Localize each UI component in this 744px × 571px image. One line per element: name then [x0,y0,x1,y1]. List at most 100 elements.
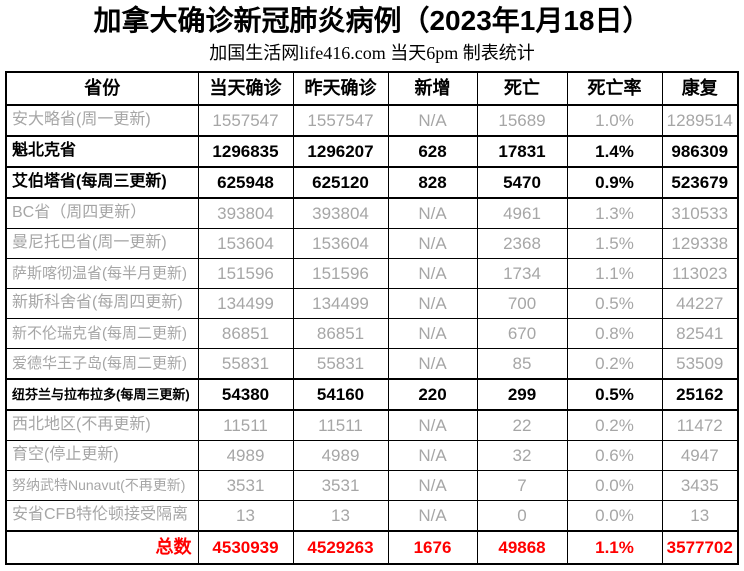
table-row-12: 育空(停止更新) 4989 4989 N/A 32 0.6% 4947 [5,440,739,471]
recovered-cell: 44227 [661,288,739,319]
recovered-cell: 25162 [661,378,739,411]
province-cell: 魁北克省 [5,135,199,168]
table-row-1: 安大略省(周一更新) 1557547 1557547 N/A 15689 1.0% 1289… [5,104,739,137]
recovered-cell: 129338 [661,228,739,259]
recovered-cell: 310533 [661,197,739,229]
today-cell: 1296835 [197,135,294,168]
new-cell: N/A [387,348,478,380]
recovered-cell: 11472 [661,409,739,441]
province-cell: BC省（周四更新） [5,197,199,229]
yesterday-cell: 3531 [292,470,389,501]
death_rate-cell: 1.4% [566,135,663,168]
yesterday-cell: 1296207 [292,135,389,168]
yesterday-cell: 151596 [292,258,389,289]
recovered-cell: 53509 [661,348,739,380]
province-cell: 曼尼托巴省(周一更新) [5,228,199,259]
table-row-4: BC省（周四更新） 393804 393804 N/A 4961 1.3% 310533 [5,197,739,229]
table-body: 安大略省(周一更新) 1557547 1557547 N/A 15689 1.0% 1289… [5,104,739,565]
today-cell: 11511 [197,409,294,441]
deaths-cell: 17831 [476,135,568,168]
yesterday-cell: 54160 [292,378,389,411]
province-cell: 育空(停止更新) [5,440,199,471]
recovered-cell: 3435 [661,470,739,501]
province-cell: 爱德华王子岛(每周二更新) [5,348,199,380]
death_rate-cell: 0.0% [566,500,663,532]
death_rate-cell: 1.5% [566,228,663,259]
today-cell: 13 [197,500,294,532]
deaths-cell: 7 [476,470,568,501]
province-cell: 努纳武特Nunavut(不再更新) [5,470,199,501]
new-cell: 1676 [387,530,478,565]
yesterday-cell: 4989 [292,440,389,471]
column-header: 死亡率 [566,71,663,106]
deaths-cell: 299 [476,378,568,411]
today-cell: 3531 [197,470,294,501]
covid-stats-table: 省份 当天确诊 昨天确诊 新增 死亡 死亡率 康复 安大略省(周一更新) 1557547 155… [5,71,739,565]
death_rate-cell: 0.8% [566,318,663,349]
province-cell: 纽芬兰与拉布拉多(每周三更新) [5,378,199,411]
table-row-8: 新不伦瑞克省(每周二更新) 86851 86851 N/A 670 0.8% 82541 [5,318,739,349]
today-cell: 55831 [197,348,294,380]
column-header: 当天确诊 [197,71,294,106]
deaths-cell: 700 [476,288,568,319]
recovered-cell: 82541 [661,318,739,349]
recovered-cell: 986309 [661,135,739,168]
recovered-cell: 4947 [661,440,739,471]
table-row-2: 魁北克省 1296835 1296207 628 17831 1.4% 986309 [5,135,739,168]
deaths-cell: 85 [476,348,568,380]
table-row-14: 安省CFB特伦顿接受隔离 13 13 N/A 0 0.0% 13 [5,500,739,532]
new-cell: 220 [387,378,478,411]
province-cell: 萨斯喀彻温省(每半月更新) [5,258,199,289]
today-cell: 134499 [197,288,294,319]
death_rate-cell: 1.0% [566,104,663,137]
table-row-7: 新斯科舍省(每周四更新) 134499 134499 N/A 700 0.5% 44227 [5,288,739,319]
province-cell: 新不伦瑞克省(每周二更新) [5,318,199,349]
death_rate-cell: 0.5% [566,288,663,319]
yesterday-cell: 11511 [292,409,389,441]
column-header: 省份 [5,71,199,106]
deaths-cell: 49868 [476,530,568,565]
deaths-cell: 5470 [476,166,568,199]
yesterday-cell: 86851 [292,318,389,349]
new-cell: N/A [387,318,478,349]
new-cell: N/A [387,228,478,259]
yesterday-cell: 134499 [292,288,389,319]
recovered-cell: 1289514 [661,104,739,137]
deaths-cell: 2368 [476,228,568,259]
province-cell: 新斯科舍省(每周四更新) [5,288,199,319]
new-cell: N/A [387,197,478,229]
new-cell: N/A [387,409,478,441]
deaths-cell: 1734 [476,258,568,289]
death_rate-cell: 0.2% [566,348,663,380]
table-row-6: 萨斯喀彻温省(每半月更新) 151596 151596 N/A 1734 1.1% 1130… [5,258,739,289]
death_rate-cell: 1.1% [566,530,663,565]
yesterday-cell: 393804 [292,197,389,229]
province-cell: 安省CFB特伦顿接受隔离 [5,500,199,532]
today-cell: 1557547 [197,104,294,137]
column-header: 死亡 [476,71,568,106]
death_rate-cell: 0.9% [566,166,663,199]
table-row-9: 爱德华王子岛(每周二更新) 55831 55831 N/A 85 0.2% 53509 [5,348,739,380]
new-cell: 628 [387,135,478,168]
page-title: 加拿大确诊新冠肺炎病例（2023年1月18日） [93,5,651,36]
today-cell: 153604 [197,228,294,259]
recovered-cell: 113023 [661,258,739,289]
header-row: 省份 当天确诊 昨天确诊 新增 死亡 死亡率 康复 [5,71,739,106]
deaths-cell: 22 [476,409,568,441]
death_rate-cell: 0.0% [566,470,663,501]
deaths-cell: 0 [476,500,568,532]
today-cell: 4530939 [197,530,294,565]
yesterday-cell: 55831 [292,348,389,380]
province-cell: 艾伯塔省(每周三更新) [5,166,199,199]
table-row-13: 努纳武特Nunavut(不再更新) 3531 3531 N/A 7 0.0% 3435 [5,470,739,501]
death_rate-cell: 0.5% [566,378,663,411]
table-row-3: 艾伯塔省(每周三更新) 625948 625120 828 5470 0.9% 523679 [5,166,739,199]
table-row-10: 纽芬兰与拉布拉多(每周三更新) 54380 54160 220 299 0.5% 25162 [5,378,739,411]
new-cell: N/A [387,104,478,137]
recovered-cell: 13 [661,500,739,532]
recovered-cell: 523679 [661,166,739,199]
new-cell: N/A [387,500,478,532]
column-header: 康复 [661,71,739,106]
death_rate-cell: 1.3% [566,197,663,229]
